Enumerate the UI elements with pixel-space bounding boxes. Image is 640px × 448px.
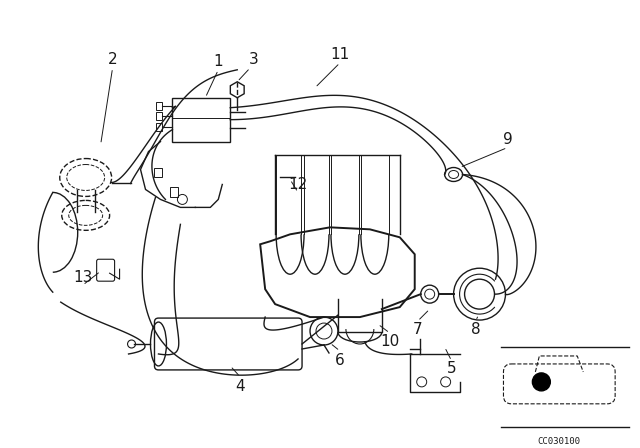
Text: 4: 4 bbox=[236, 379, 245, 394]
Text: 6: 6 bbox=[335, 353, 345, 368]
Bar bbox=[156, 102, 163, 110]
Text: 10: 10 bbox=[380, 333, 399, 349]
Bar bbox=[172, 98, 230, 142]
Bar bbox=[170, 187, 179, 198]
Circle shape bbox=[532, 373, 550, 391]
Text: 2: 2 bbox=[108, 52, 117, 67]
Text: 13: 13 bbox=[73, 270, 92, 284]
Bar bbox=[156, 112, 163, 120]
Text: 1: 1 bbox=[214, 54, 223, 69]
Text: 9: 9 bbox=[502, 132, 513, 147]
Text: 5: 5 bbox=[447, 362, 456, 376]
Text: CC030100: CC030100 bbox=[538, 437, 581, 446]
Text: 12: 12 bbox=[289, 177, 308, 192]
Bar bbox=[154, 168, 163, 177]
Text: 7: 7 bbox=[413, 322, 422, 336]
Text: 8: 8 bbox=[471, 322, 481, 336]
Bar bbox=[156, 123, 163, 131]
Text: 3: 3 bbox=[248, 52, 258, 67]
Text: 11: 11 bbox=[330, 47, 349, 62]
